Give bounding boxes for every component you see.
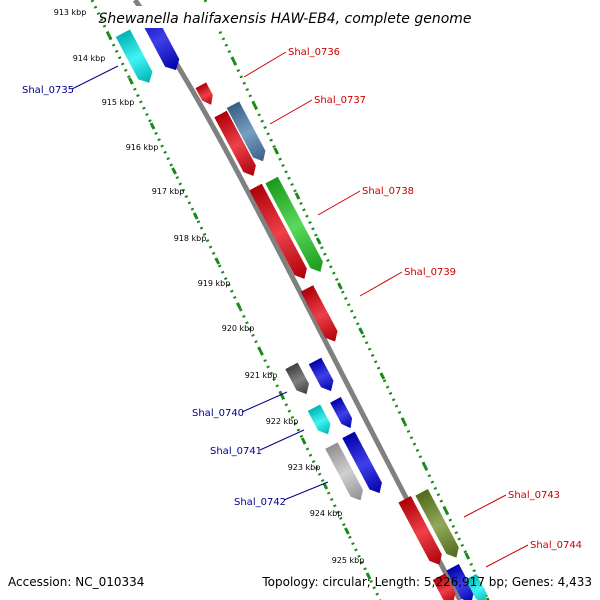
major-tick-mark	[300, 437, 307, 445]
gene-label[interactable]: Shal_0737	[314, 95, 366, 106]
gene-feature[interactable]	[432, 573, 459, 600]
gene-label[interactable]: Shal_0743	[508, 490, 560, 501]
title-backdrop	[110, 6, 462, 28]
gene-label[interactable]: Shal_0735	[22, 85, 74, 96]
gene-leader-line	[241, 391, 288, 413]
kbp-tick-label: 923 kbp	[288, 463, 321, 472]
major-tick-mark	[106, 32, 113, 40]
gene-leader-line	[463, 494, 507, 518]
gene-feature[interactable]	[342, 431, 385, 497]
major-tick-mark	[273, 147, 280, 155]
major-tick-mark	[230, 57, 237, 65]
gene-feature[interactable]	[465, 573, 491, 600]
kbp-tick-label: 925 kbp	[332, 556, 365, 565]
gene-feature[interactable]	[249, 183, 310, 282]
major-tick-mark	[315, 237, 322, 245]
major-ticks	[106, 12, 490, 600]
kbp-tick-label: 913 kbp	[54, 8, 87, 17]
major-tick-mark	[236, 302, 242, 310]
gene-feature[interactable]	[330, 397, 356, 431]
kbp-tick-label: 915 kbp	[102, 98, 135, 107]
kbp-tick-label: 920 kbp	[222, 324, 255, 333]
tick-track-left	[90, 0, 382, 600]
gene-label[interactable]: Shal_0742	[234, 497, 286, 508]
gene-label[interactable]: Shal_0738	[362, 186, 414, 197]
major-tick-mark	[149, 122, 156, 130]
kbp-tick-label: 914 kbp	[73, 54, 106, 63]
gene-feature[interactable]	[265, 176, 326, 275]
major-tick-mark	[421, 462, 428, 470]
major-tick-mark	[252, 102, 258, 110]
gene-leader-line	[269, 99, 313, 125]
major-tick-mark	[443, 507, 449, 515]
gene-feature[interactable]	[307, 404, 334, 437]
gene-label[interactable]: Shal_0739	[404, 267, 456, 278]
major-tick-mark	[128, 77, 134, 85]
gene-label[interactable]: Shal_0736	[288, 47, 340, 58]
gene-leader-line	[71, 65, 119, 90]
kbp-tick-label: 922 kbp	[266, 417, 299, 426]
major-tick-mark	[214, 257, 221, 265]
major-tick-mark	[464, 552, 471, 560]
kbp-labels: 913 kbp 914 kbp 915 kbp 916 kbp 917 kbp 918 k…	[54, 8, 365, 565]
map-title: Shewanella halifaxensis HAW-EB4, complet…	[98, 11, 471, 27]
major-tick-mark	[192, 212, 199, 220]
accession-text: Accession: NC_010334	[8, 575, 144, 589]
gene-feature[interactable]	[308, 357, 337, 395]
major-tick-mark	[257, 347, 264, 355]
gene-label[interactable]: Shal_0741	[210, 446, 262, 457]
gene-labels: Shal_0735 Shal_0736 Shal_0737 Shal_0738 Shal…	[22, 47, 582, 568]
gene-leader-line	[259, 429, 305, 451]
kbp-tick-label: 921 kbp	[245, 371, 278, 380]
gene-leader-line	[243, 51, 287, 78]
gene-feature[interactable]	[195, 82, 217, 107]
gene-feature[interactable]	[446, 564, 477, 600]
kbp-tick-label: 919 kbp	[198, 279, 231, 288]
gene-label[interactable]: Shal_0740	[192, 408, 244, 419]
gene-feature[interactable]	[415, 489, 462, 561]
major-tick-mark	[279, 392, 285, 400]
kbp-tick-label: 924 kbp	[310, 509, 343, 518]
gene-leader-line	[485, 544, 529, 568]
major-tick-mark	[337, 282, 343, 290]
major-tick-mark	[171, 167, 177, 175]
gene-leader-line	[317, 190, 361, 216]
major-tick-mark	[379, 372, 386, 380]
kbp-tick-label: 916 kbp	[126, 143, 159, 152]
major-tick-mark	[485, 597, 490, 600]
gene-feature[interactable]	[300, 285, 342, 345]
gene-feature[interactable]	[115, 29, 156, 87]
gene-feature[interactable]	[226, 101, 269, 164]
gene-leader-line	[283, 481, 329, 501]
major-tick-mark	[365, 572, 372, 580]
gene-feature[interactable]	[398, 496, 445, 568]
kbp-tick-label: 917 kbp	[152, 187, 185, 196]
major-tick-mark	[400, 417, 407, 425]
gene-feature[interactable]	[285, 362, 312, 398]
major-tick-mark	[344, 527, 350, 535]
gene-feature[interactable]	[325, 442, 366, 503]
gene-label[interactable]: Shal_0744	[530, 540, 582, 551]
genome-summary-text: Topology: circular; Length: 5,226,917 bp…	[261, 575, 592, 589]
major-tick-mark	[358, 327, 364, 335]
gene-feature[interactable]	[214, 110, 259, 179]
kbp-tick-label: 918 kbp	[174, 234, 207, 243]
major-tick-mark	[294, 192, 301, 200]
gene-leader-line	[359, 271, 403, 297]
